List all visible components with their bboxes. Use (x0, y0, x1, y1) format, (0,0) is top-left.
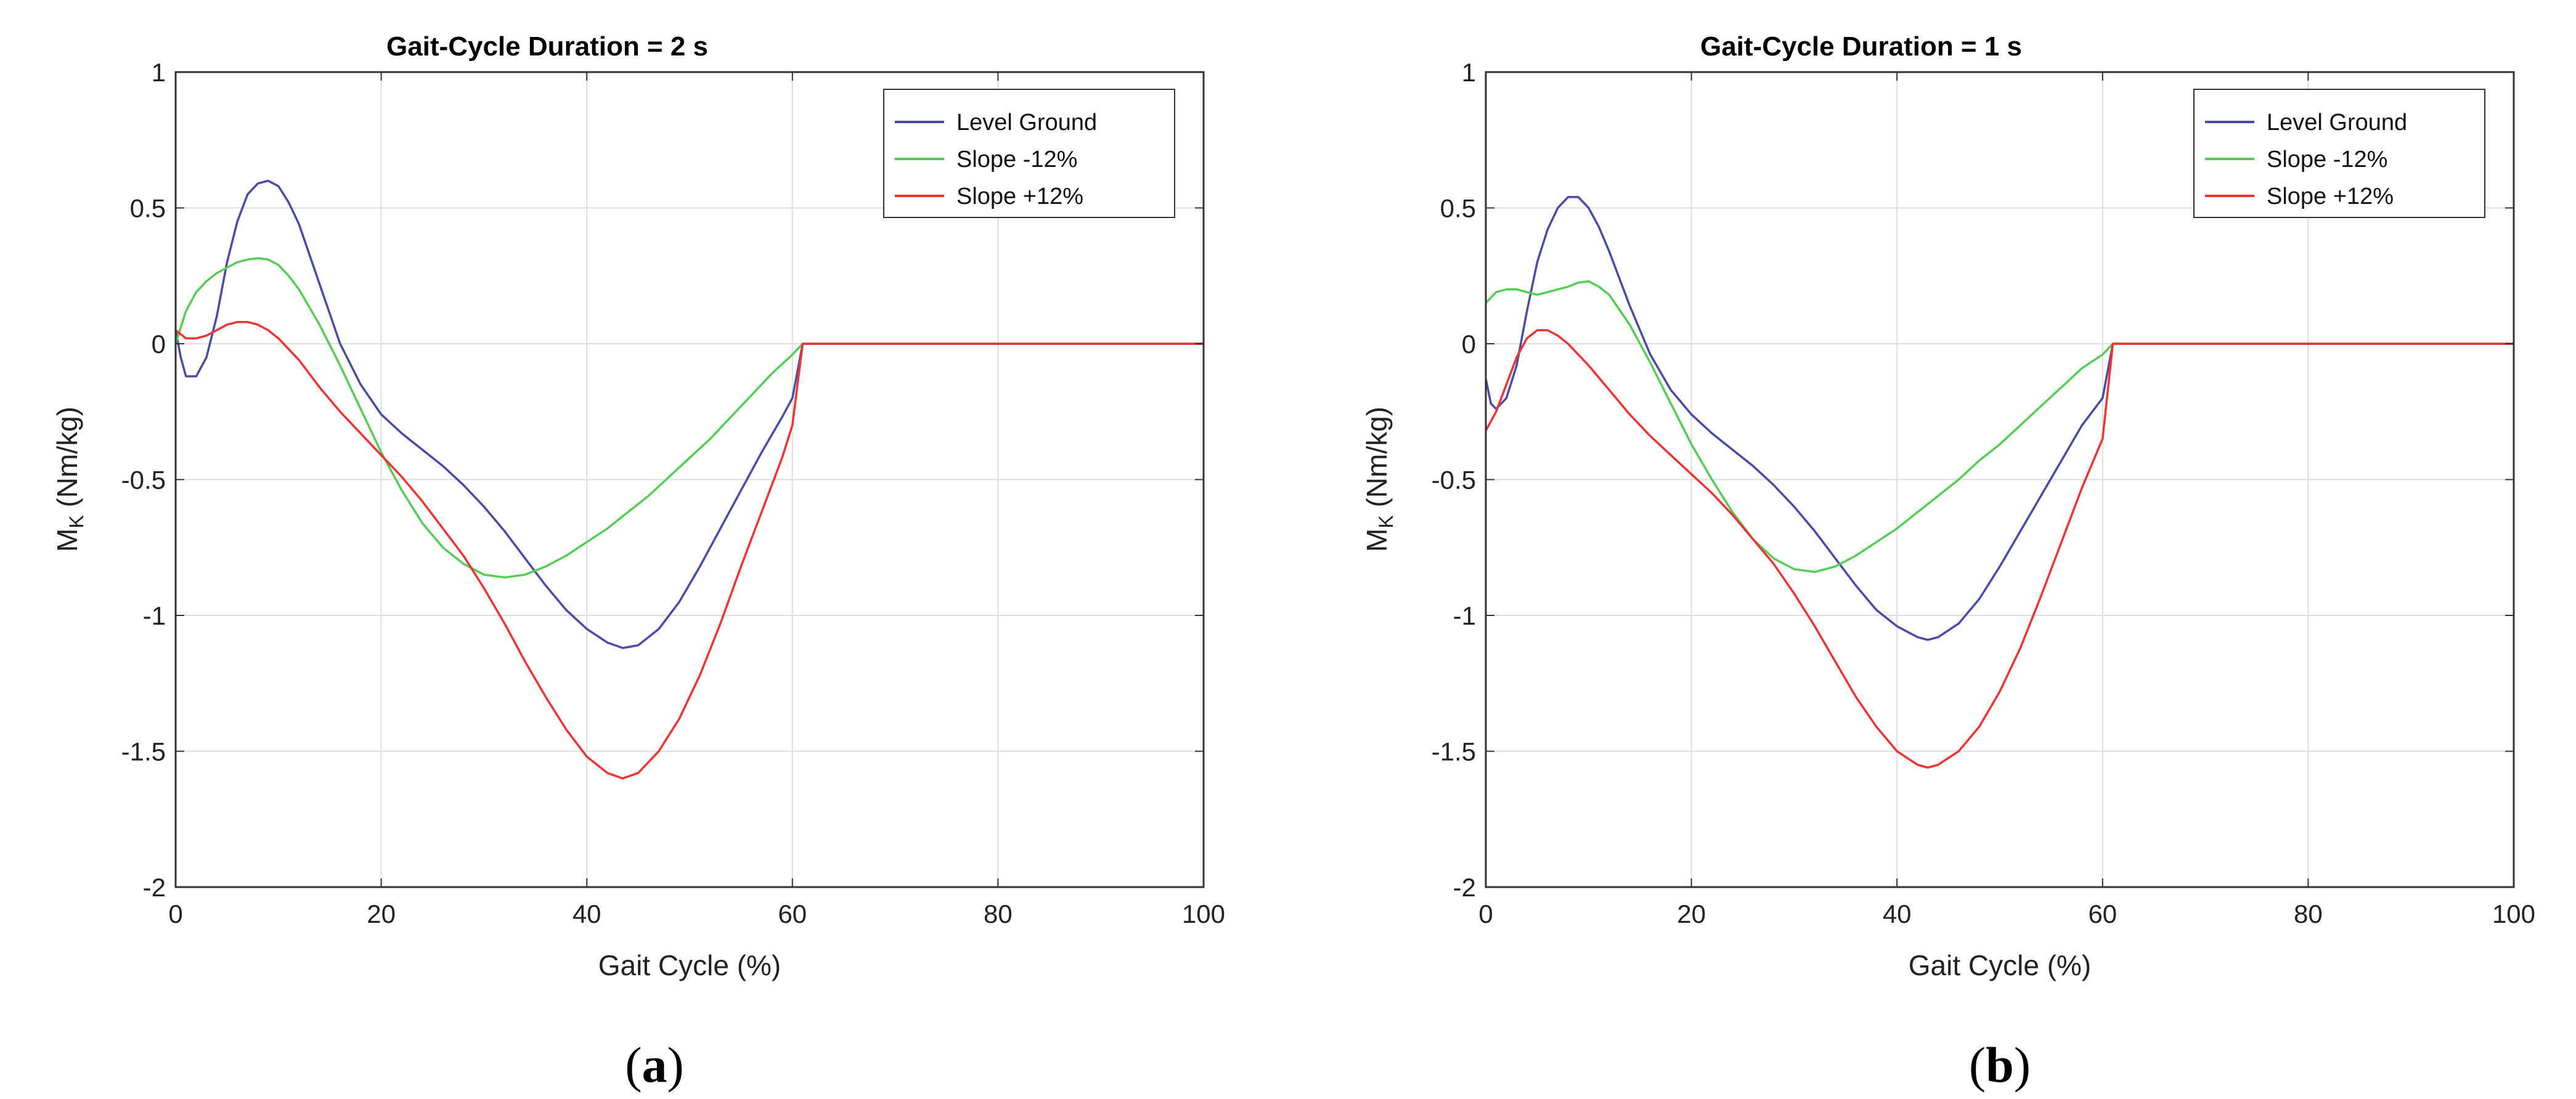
y-tick-label: 1 (152, 58, 166, 87)
x-tick-label: 40 (1883, 899, 1912, 928)
x-tick-label: 60 (2088, 899, 2117, 928)
x-tick-label: 80 (2294, 899, 2323, 928)
x-tick-label: 100 (1182, 899, 1225, 928)
x-tick-label: 100 (2492, 899, 2535, 928)
y-axis-label: MK (Nm/kg) (51, 407, 88, 552)
series-line-level-ground (1485, 196, 2514, 641)
chart-panel-a: Gait-Cycle Duration = 2 s 0 20 40 60 80 100 -2… (51, 31, 1225, 1093)
panel-caption: (b) (1969, 1037, 2031, 1093)
y-tick-label: -1 (1453, 601, 1476, 630)
legend-entry-level-ground: Level Ground (956, 110, 1097, 136)
series-line-slope-plusminus-12 (1485, 329, 2514, 769)
series-lines (1485, 196, 2514, 769)
x-tick-label: 40 (573, 899, 601, 928)
y-tick-label: -2 (1453, 873, 1476, 902)
ticks: 0 20 40 60 80 100 -2 -1.5 -1 -0.5 0 0.5 1 (121, 58, 1225, 928)
y-axis-label: MK (Nm/kg) (1361, 407, 1397, 552)
panel-caption: (a) (625, 1037, 684, 1093)
y-axis-label-subscript: K (65, 515, 88, 528)
legend-entry-slope-minus-12: Slope -12% (2267, 147, 2387, 172)
series-line-slope-plusminus-12 (174, 320, 1204, 780)
x-tick-label: 60 (778, 899, 807, 928)
legend-entry-level-ground: Level Ground (2267, 110, 2407, 136)
y-axis-label-unit: (Nm/kg) (1361, 407, 1393, 515)
x-tick-label: 0 (1478, 899, 1493, 928)
y-axis-label-main: M (1361, 529, 1393, 552)
caption-close-paren: ) (667, 1037, 684, 1093)
ticks: 0 20 40 60 80 100 -2 -1.5 -1 -0.5 0 0.5 1 (1432, 58, 2535, 928)
legend-entry-slope-minus-12: Slope -12% (956, 147, 1077, 172)
series-line-level-ground (174, 179, 1204, 649)
y-axis-label-main: M (51, 529, 83, 552)
caption-letter: a (642, 1037, 667, 1093)
chart-title: Gait-Cycle Duration = 2 s (386, 31, 708, 62)
x-tick-label: 20 (1677, 899, 1706, 928)
y-tick-label: 1 (1462, 58, 1476, 87)
y-tick-label: -1.5 (121, 737, 166, 766)
caption-letter: b (1986, 1037, 2014, 1093)
caption-close-paren: ) (2014, 1037, 2031, 1093)
legend-entry-slope-plus-12: Slope +12% (2267, 184, 2394, 209)
y-tick-label: -2 (143, 873, 166, 902)
x-tick-label: 0 (168, 899, 182, 928)
series-lines (174, 179, 1204, 780)
legend-entry-slope-plus-12: Slope +12% (956, 184, 1083, 209)
y-tick-label: 0 (152, 330, 166, 359)
y-axis-label-subscript: K (1375, 515, 1397, 528)
y-tick-label: 0.5 (1440, 194, 1476, 223)
y-tick-label: -1 (143, 601, 166, 630)
series-line-slope-minus-12 (174, 257, 1204, 579)
x-tick-label: 20 (367, 899, 396, 928)
y-tick-label: 0 (1462, 330, 1476, 359)
y-tick-label: -1.5 (1432, 737, 1476, 766)
y-axis-label-unit: (Nm/kg) (51, 407, 83, 515)
x-axis-label: Gait Cycle (%) (598, 949, 781, 981)
y-tick-label: 0.5 (130, 194, 166, 223)
y-tick-label: -0.5 (1432, 466, 1476, 495)
chart-panel-b: Gait-Cycle Duration = 1 s 0 20 40 60 80 100 -2… (1361, 31, 2535, 1093)
caption-open-paren: ( (1969, 1037, 1986, 1093)
legend: Level Ground Slope -12% Slope +12% (2193, 89, 2485, 218)
x-axis-label: Gait Cycle (%) (1909, 949, 2091, 981)
legend: Level Ground Slope -12% Slope +12% (883, 89, 1175, 218)
caption-open-paren: ( (625, 1037, 642, 1093)
y-tick-label: -0.5 (121, 466, 166, 495)
chart-title: Gait-Cycle Duration = 1 s (1700, 31, 2022, 62)
x-tick-label: 80 (984, 899, 1013, 928)
